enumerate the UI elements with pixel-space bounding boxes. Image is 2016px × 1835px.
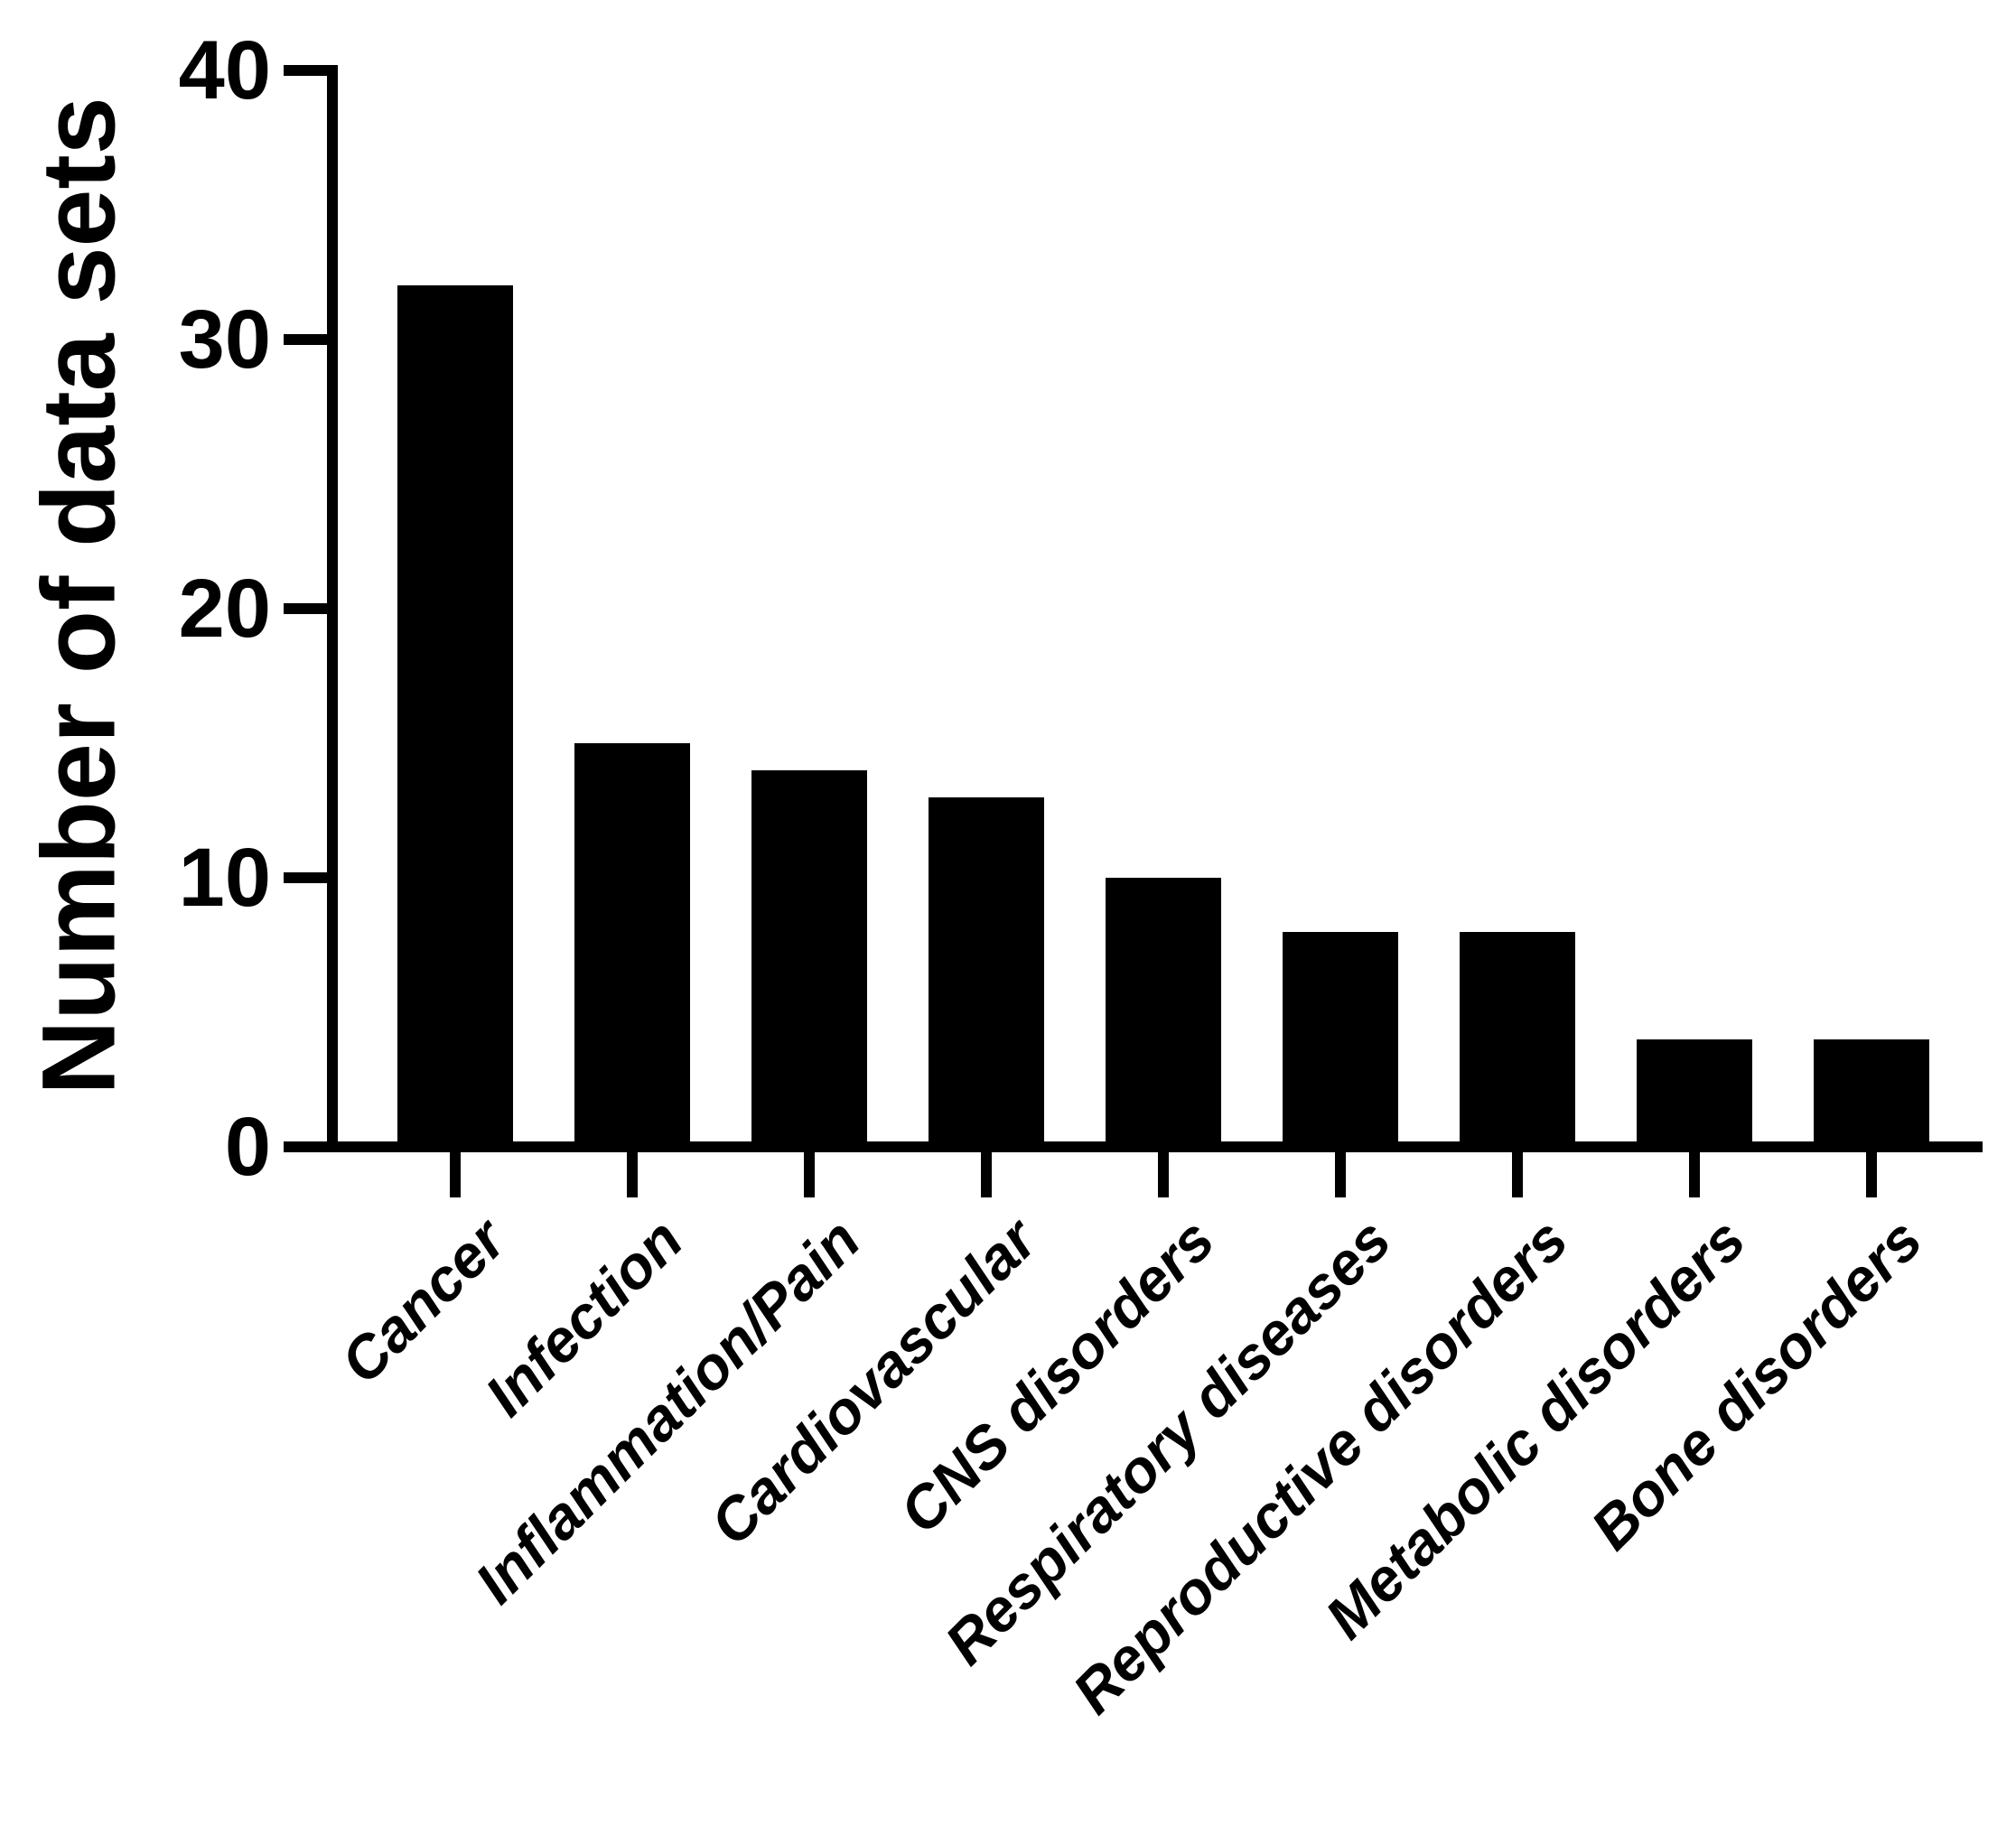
y-tick [284,334,327,345]
y-tick [284,65,327,76]
bar [929,796,1044,1147]
bar [1814,1039,1929,1147]
y-tick-label: 10 [178,832,271,924]
x-tick-label: Bone disorders [1577,1206,1935,1562]
bar [1283,931,1398,1147]
bar [1460,931,1575,1147]
y-tick [284,872,327,883]
bar [397,285,513,1147]
x-tick-label: Cardiovascular [696,1206,1050,1558]
y-tick-label: 20 [178,563,271,655]
bar [1637,1039,1752,1147]
y-tick [284,603,327,614]
x-tick-label: CNS disorders [885,1206,1227,1546]
bar [751,769,867,1147]
y-tick-label: 0 [224,1101,271,1193]
x-tick [1512,1152,1523,1197]
bar [1106,878,1221,1147]
x-tick [981,1152,992,1197]
x-tick [1335,1152,1346,1197]
y-axis-line [327,65,338,1152]
x-tick [1866,1152,1877,1197]
bar [574,743,690,1147]
x-tick [450,1152,461,1197]
y-tick-label: 40 [178,24,271,116]
y-tick-label: 30 [178,293,271,386]
x-tick [804,1152,815,1197]
x-tick [627,1152,638,1197]
x-tick [1689,1152,1700,1197]
x-tick [1158,1152,1169,1197]
